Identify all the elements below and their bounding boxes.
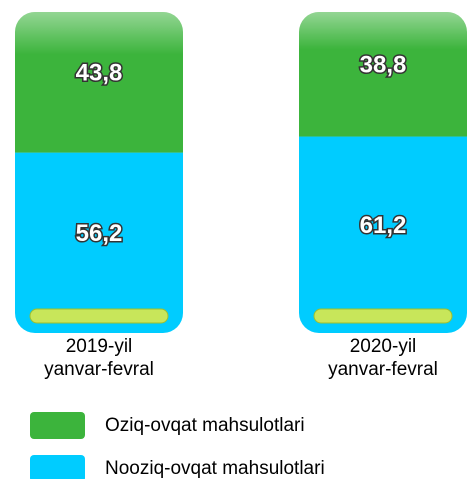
bar-group	[299, 12, 467, 333]
shine	[299, 12, 467, 50]
legend-label: Nooziq-ovqat mahsulotlari	[105, 458, 325, 479]
value-label: 43,8	[76, 60, 123, 87]
bar-segment	[299, 136, 467, 333]
legend-swatch	[30, 455, 85, 479]
bar-base-highlight	[313, 308, 453, 324]
value-label: 38,8	[360, 52, 407, 79]
legend-label: Oziq-ovqat mahsulotlari	[105, 415, 305, 436]
value-label: 61,2	[360, 212, 407, 239]
bar-group	[15, 12, 183, 333]
bar-base-highlight	[29, 308, 169, 324]
value-label: 56,2	[76, 220, 123, 247]
x-tick-label: 2019-yil yanvar-fevral	[44, 336, 154, 380]
x-tick-label: 2020-yil yanvar-fevral	[328, 336, 438, 380]
shine	[15, 12, 183, 55]
legend-swatch	[30, 412, 85, 439]
bar-segment	[15, 152, 183, 333]
